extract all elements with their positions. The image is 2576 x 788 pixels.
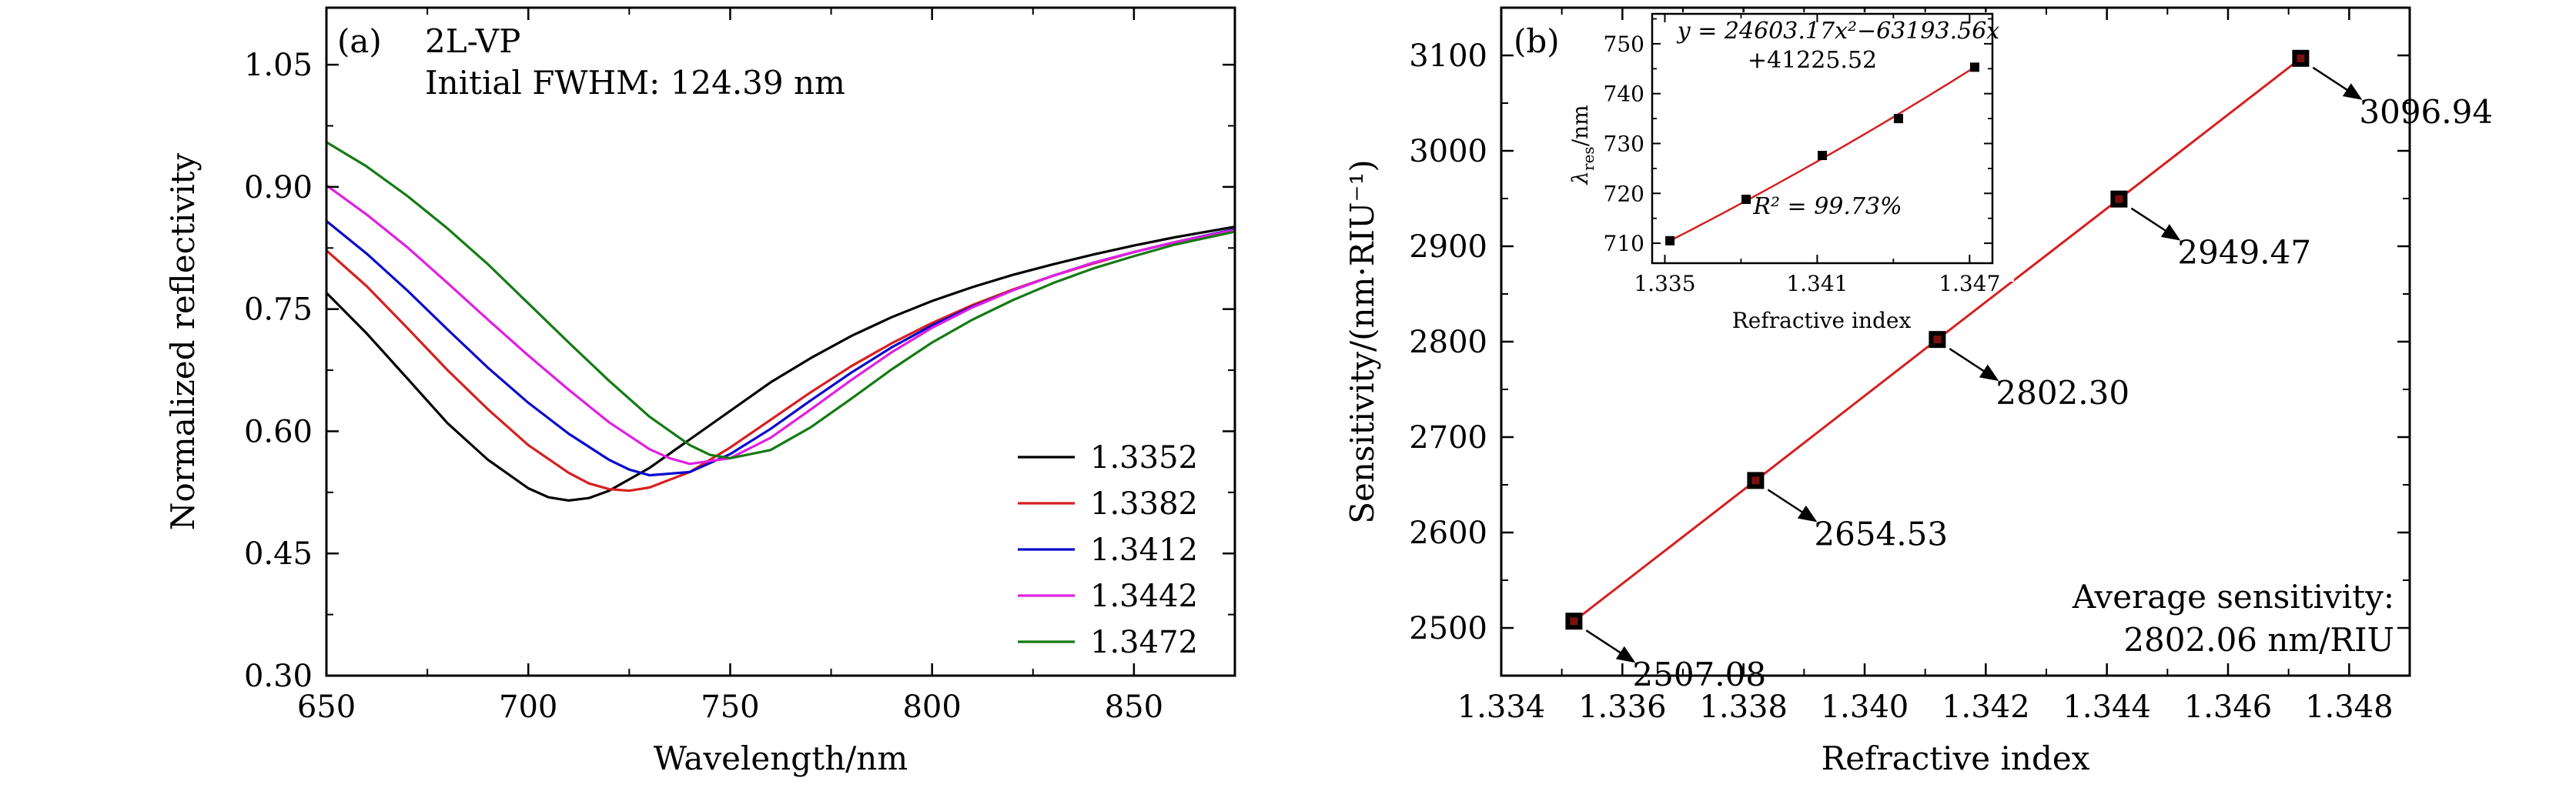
arrow-shaft bbox=[1949, 348, 1991, 376]
panel-b-axis-ticks: 1.334 1.336 1.338 1.340 1.342 1.344 1.346 1.348… bbox=[1409, 8, 2410, 725]
panel-b-y-axis-title: Sensitivity/(nm·RIU⁻¹) bbox=[1343, 159, 1381, 524]
arrow-head bbox=[1797, 505, 1818, 523]
y-tick-label: 0.60 bbox=[244, 414, 313, 449]
average-sensitivity-value: 2802.06 nm/RIU bbox=[2123, 621, 2394, 659]
x-tick-label: 1.342 bbox=[1942, 690, 2030, 725]
x-tick-label: 1.346 bbox=[2184, 690, 2273, 725]
x-tick-label: 1.334 bbox=[1457, 690, 1546, 725]
point-label-arrows bbox=[1585, 66, 2363, 663]
legend-entry: 1.3472 bbox=[1090, 625, 1198, 660]
inset-y-tick-label: 730 bbox=[1604, 131, 1644, 156]
r-squared-label: R² = 99.73% bbox=[1752, 193, 1902, 220]
reflectivity-curve-1-3472 bbox=[326, 141, 1236, 460]
y-tick-label: 1.05 bbox=[244, 48, 313, 83]
panel-a-axis-ticks: 650 700 750 800 850 0.30 0.45 0.60 0.75 0.90 1.05 bbox=[244, 8, 1235, 725]
legend-entry: 1.3382 bbox=[1090, 486, 1198, 522]
x-tick-label: 850 bbox=[1105, 690, 1163, 725]
fit-equation-line-1: y = 24603.17x²−63193.56x bbox=[1676, 18, 2000, 45]
inset-y-tick-label: 720 bbox=[1604, 181, 1644, 206]
panel-a-frame bbox=[325, 6, 1236, 677]
inset-y-tick-label: 710 bbox=[1604, 231, 1644, 256]
y-tick-label: 2600 bbox=[1409, 516, 1487, 551]
x-tick-label: 800 bbox=[902, 690, 961, 725]
inset-x-axis-title: Refractive index bbox=[1732, 308, 1912, 333]
panel-a-label: (a) bbox=[337, 22, 382, 60]
y-tick-label: 2500 bbox=[1409, 611, 1487, 646]
legend-entry: 1.3412 bbox=[1090, 533, 1198, 568]
y-tick-label: 3000 bbox=[1409, 134, 1487, 169]
inset-x-tick-label: 1.341 bbox=[1786, 271, 1848, 296]
arrow-head bbox=[1979, 364, 1999, 382]
inset-axis-ticks: 1.335 1.341 1.347 710 720 730 740 750 bbox=[1604, 14, 2000, 296]
inset-x-tick-label: 1.347 bbox=[1939, 271, 2000, 296]
panel-a-y-axis-title: Normalized reflectivity bbox=[164, 152, 202, 530]
arrow-shaft bbox=[2130, 207, 2173, 235]
inset-chart: 1.335 1.341 1.347 710 720 730 740 750 y = 24603… bbox=[1567, 12, 2014, 333]
y-tick-label: 0.90 bbox=[244, 170, 313, 205]
legend-entry: 1.3352 bbox=[1090, 440, 1198, 476]
arrow-shaft bbox=[2312, 66, 2354, 95]
y-tick-label: 2800 bbox=[1409, 325, 1487, 360]
legend-entry: 1.3442 bbox=[1090, 579, 1198, 614]
reflectivity-curve-1-3352 bbox=[325, 225, 1236, 503]
y-tick-label: 3100 bbox=[1409, 38, 1487, 74]
inset-x-tick-label: 1.335 bbox=[1634, 271, 1695, 296]
panel-a-legend: 1.3352 1.3382 1.3412 1.3442 1.3472 bbox=[1018, 440, 1198, 660]
reflectivity-curves bbox=[325, 141, 1236, 503]
marker-core bbox=[1933, 336, 1942, 344]
inset-marker bbox=[1818, 151, 1827, 161]
x-tick-label: 700 bbox=[499, 690, 557, 725]
reflectivity-curve-1-3442 bbox=[326, 184, 1236, 466]
sensitivity-value-label: 2802.30 bbox=[1996, 374, 2129, 412]
chart-panel-a: 650 700 750 800 8500.300.450.600.750.901.05 … bbox=[164, 6, 1236, 777]
y-tick-label: 0.30 bbox=[244, 659, 313, 694]
inset-y-tick-label: 740 bbox=[1604, 82, 1644, 107]
inset-markers bbox=[1665, 62, 1979, 245]
arrow-shaft bbox=[1585, 629, 1628, 658]
x-tick-label: 1.340 bbox=[1821, 690, 1909, 725]
inset-marker bbox=[1969, 62, 1979, 72]
panel-b-frame bbox=[1500, 6, 2411, 677]
y-tick-label: 0.45 bbox=[244, 536, 313, 572]
panel-b-x-axis-title: Refractive index bbox=[1822, 740, 2090, 777]
x-tick-label: 1.336 bbox=[1578, 690, 1667, 725]
sensitivity-value-label: 3096.94 bbox=[2359, 93, 2493, 131]
sensitivity-value-label: 2654.53 bbox=[1814, 515, 1948, 553]
inset-y-tick-label: 750 bbox=[1604, 32, 1644, 57]
arrow-head bbox=[2160, 224, 2181, 241]
sensitivity-value-label: 2949.47 bbox=[2177, 234, 2311, 272]
x-tick-label: 1.348 bbox=[2305, 690, 2394, 725]
marker-core bbox=[1570, 617, 1578, 626]
panel-a-x-axis-title: Wavelength/nm bbox=[654, 740, 908, 777]
inset-marker bbox=[1741, 195, 1751, 205]
arrow-head bbox=[2342, 83, 2363, 100]
x-tick-label: 650 bbox=[297, 690, 356, 725]
inset-marker bbox=[1665, 235, 1675, 245]
x-tick-label: 1.344 bbox=[2062, 690, 2151, 725]
chart-panel-b: 1.334 1.336 1.338 1.340 1.342 1.344 1.346 1.348… bbox=[1343, 6, 2493, 777]
x-tick-label: 750 bbox=[701, 690, 759, 725]
marker-core bbox=[1751, 476, 1760, 485]
inset-marker bbox=[1893, 114, 1903, 124]
fit-equation-line-2: +41225.52 bbox=[1748, 47, 1877, 74]
y-tick-label: 2700 bbox=[1409, 420, 1487, 456]
marker-core bbox=[2115, 195, 2123, 203]
average-sensitivity-label: Average sensitivity: bbox=[2072, 578, 2394, 616]
x-tick-label: 1.338 bbox=[1699, 690, 1788, 725]
inset-background bbox=[1648, 12, 2014, 282]
panel-a-fwhm: Initial FWHM: 124.39 nm bbox=[425, 64, 845, 102]
y-tick-label: 2900 bbox=[1409, 229, 1487, 265]
marker-core bbox=[2297, 54, 2305, 62]
sensitivity-markers bbox=[1565, 49, 2310, 630]
arrow-head bbox=[1615, 646, 1636, 663]
panel-b-label: (b) bbox=[1514, 22, 1560, 60]
arrow-shaft bbox=[1767, 489, 1809, 517]
y-tick-label: 0.75 bbox=[244, 292, 313, 328]
inset-frame bbox=[1651, 12, 1994, 265]
panel-a-sample-name: 2L-VP bbox=[425, 22, 520, 60]
inset-y-axis-title: λres/nm bbox=[1567, 105, 1597, 185]
